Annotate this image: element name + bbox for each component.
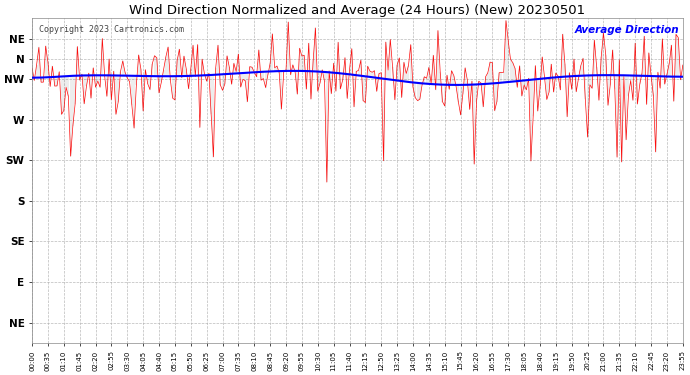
Title: Wind Direction Normalized and Average (24 Hours) (New) 20230501: Wind Direction Normalized and Average (2… [130, 4, 586, 17]
Text: Copyright 2023 Cartronics.com: Copyright 2023 Cartronics.com [39, 25, 184, 34]
Text: Average Direction: Average Direction [575, 25, 680, 35]
